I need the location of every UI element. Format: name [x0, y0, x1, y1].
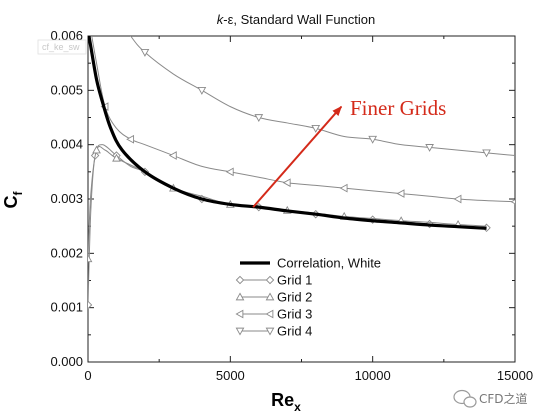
legend-marker-grid-3: [235, 309, 244, 319]
series-line-grid-4: [130, 36, 515, 157]
marker-grid-4: [110, 6, 117, 12]
legend-label-correlation-white: Correlation, White: [277, 256, 381, 271]
marker-grid-3: [282, 178, 291, 188]
chart-title-k: k: [217, 12, 225, 27]
marker-grid-3: [510, 199, 515, 205]
marker-grid-3: [396, 189, 405, 198]
legend-marker-grid-1: [265, 275, 275, 285]
marker-grid-4: [425, 144, 434, 152]
marker-grid-3: [453, 194, 462, 204]
marker-grid-4: [197, 87, 207, 95]
y-tick-label: 0.002: [50, 245, 83, 260]
brand-text: CFD之道: [479, 392, 528, 406]
y-tick-label: 0.000: [50, 354, 83, 369]
legend-label-grid-1: Grid 1: [277, 273, 312, 288]
marker-grid-4: [368, 135, 378, 144]
chart-title-rest: -ε, Standard Wall Function: [223, 12, 375, 27]
legend: Correlation, White Grid 1 Grid 2 Grid 3 Grid…: [235, 256, 381, 339]
x-tick-label: 10000: [355, 368, 391, 383]
marker-grid-4: [140, 48, 150, 57]
annotation-text: Finer Grids: [350, 96, 446, 120]
legend-marker-grid-1: [235, 275, 245, 285]
y-axis-label-sub: f: [11, 191, 25, 196]
marker-grid-2: [92, 145, 101, 154]
marker-grid-4: [482, 149, 491, 158]
series-line-grid-2: [88, 146, 487, 259]
y-tick-label: 0.005: [50, 82, 83, 97]
marker-grid-4: [311, 125, 321, 133]
watermark-box: [37, 39, 87, 55]
y-tick-label: 0.001: [50, 300, 83, 315]
y-axis-label-main: C: [1, 196, 21, 209]
marker-grid-3: [84, 11, 90, 18]
marker-grid-2: [88, 254, 93, 263]
brand-watermark: CFD之道: [453, 389, 528, 408]
marker-grid-1: [88, 300, 93, 310]
legend-marker-grid-4: [235, 327, 245, 336]
legend-label-grid-2: Grid 2: [277, 290, 312, 305]
y-tick-label: 0.003: [50, 191, 83, 206]
y-axis-label: Cf: [1, 191, 25, 209]
x-tick-label: 5000: [216, 368, 245, 383]
marker-grid-3: [168, 151, 177, 160]
marker-grid-3: [126, 134, 135, 144]
legend-marker-grid-3: [265, 309, 274, 319]
chart-title: k-ε, Standard Wall Function: [217, 12, 376, 27]
x-axis-label-main: Re: [271, 390, 294, 410]
x-axis-label-sub: x: [294, 400, 301, 414]
x-tick-label: 15000: [497, 368, 533, 383]
ylabel-background: [0, 122, 30, 277]
legend-label-grid-3: Grid 3: [277, 307, 312, 322]
axis-ticks: 0 5000 10000 15000 0.000 0.001 0.002 0.003 0.004…: [50, 28, 533, 383]
watermark-label: cf_ke_sw: [42, 42, 80, 52]
marker-grid-3: [225, 167, 234, 177]
series-line-grid-3: [91, 36, 515, 203]
y-tick-label: 0.006: [50, 28, 83, 43]
legend-marker-grid-2: [235, 292, 245, 301]
marker-grid-2: [112, 153, 121, 162]
legend-marker-grid-4: [265, 327, 275, 336]
y-tick-label: 0.004: [50, 137, 83, 152]
series-line-correlation-white: [88, 36, 487, 230]
marker-grid-4: [254, 114, 264, 123]
x-axis-label: Rex: [271, 390, 301, 414]
x-tick-label: 0: [84, 368, 91, 383]
wechat-icon: [453, 389, 477, 408]
legend-marker-grid-2: [265, 292, 275, 301]
marker-grid-3: [339, 183, 348, 193]
annotation-arrow: [252, 105, 343, 208]
legend-label-grid-4: Grid 4: [277, 324, 312, 339]
series-group: [84, 6, 515, 310]
